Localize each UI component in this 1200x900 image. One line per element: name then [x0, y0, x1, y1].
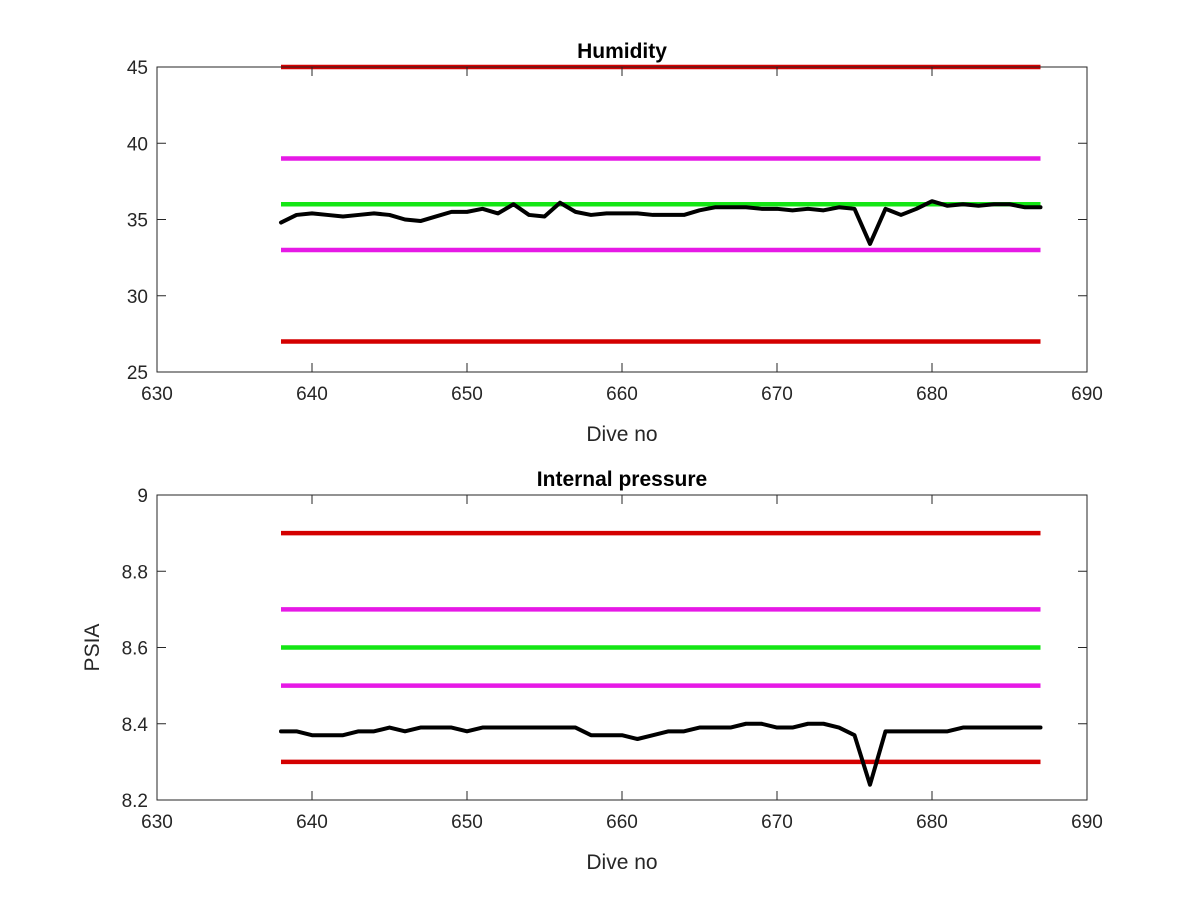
x-tick-label: 650: [451, 812, 483, 833]
x-tick-label: 690: [1071, 812, 1103, 833]
series-line-0: [279, 199, 1043, 246]
y-axis-label: PSIA: [81, 624, 104, 672]
y-tick-label: 40: [127, 134, 148, 155]
x-axis-label: Dive no: [586, 423, 657, 446]
x-axis-label: Dive no: [586, 851, 657, 874]
plot-area: [157, 67, 1087, 372]
x-tick-label: 690: [1071, 384, 1103, 405]
subplot-2: 630 640 650 660 670 680 690 8.2 8.4 8.6 8.8 9 Intern…: [81, 468, 1103, 874]
x-tick-label: 680: [916, 384, 948, 405]
x-tick-label: 640: [296, 812, 328, 833]
series-line-0: [279, 721, 1043, 787]
y-tick-label: 8.4: [122, 715, 149, 736]
y-tick-label: 25: [127, 363, 148, 384]
y-tick-label: 8.6: [122, 639, 148, 660]
x-tick-label: 680: [916, 812, 948, 833]
y-tick-label: 30: [127, 287, 148, 308]
y-tick-label: 45: [127, 58, 148, 79]
x-tick-label: 640: [296, 384, 328, 405]
x-tick-label: 630: [141, 812, 173, 833]
y-tick-label: 8.8: [122, 562, 148, 583]
y-tick-label: 9: [137, 486, 148, 507]
chart-title: Internal pressure: [537, 468, 707, 491]
chart-title: Humidity: [577, 40, 667, 63]
subplot-1: 630 640 650 660 670 680 690 25 30 35 40 45 Humidity D…: [127, 40, 1103, 446]
x-tick-label: 660: [606, 812, 638, 833]
x-tick-label: 660: [606, 384, 638, 405]
y-tick-label: 8.2: [122, 791, 148, 812]
x-tick-label: 670: [761, 384, 793, 405]
x-tick-label: 630: [141, 384, 173, 405]
x-tick-label: 670: [761, 812, 793, 833]
x-tick-label: 650: [451, 384, 483, 405]
y-tick-label: 35: [127, 211, 148, 232]
